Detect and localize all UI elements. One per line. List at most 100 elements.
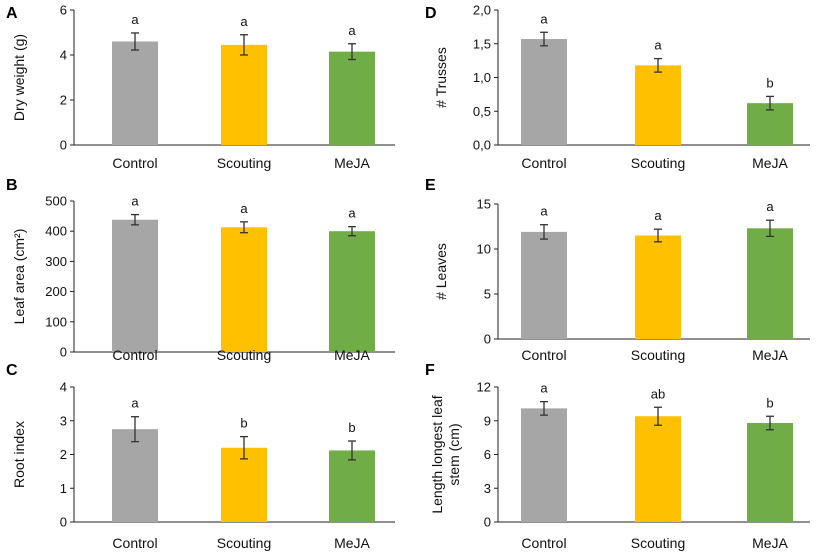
y-tick-label: 0,5 — [473, 104, 491, 119]
category-label: Scouting — [217, 155, 271, 171]
panel-label: C — [6, 362, 18, 379]
y-axis-label: Length longest leafstem (cm) — [429, 395, 462, 513]
significance-letter: a — [654, 38, 662, 53]
bar-control — [521, 408, 567, 522]
panel-label: F — [425, 362, 435, 379]
y-tick-label: 2 — [60, 447, 67, 462]
bar-meja — [329, 231, 375, 352]
y-tick-label: 1,5 — [473, 36, 491, 51]
y-tick-label: 4 — [60, 48, 67, 63]
y-tick-label: 2,0 — [473, 3, 491, 18]
panel-b: B Leaf area (cm²) 0 100 200 300 400 500 a Control… — [6, 177, 395, 363]
panel-e: E # Leaves 0 5 10 15 a Control a Scouting a MeJA — [425, 177, 810, 363]
significance-letter: a — [348, 206, 356, 221]
y-tick-label: 0 — [60, 138, 67, 153]
category-label: Control — [521, 347, 566, 363]
category-label: Scouting — [631, 347, 685, 363]
significance-letter: a — [540, 204, 548, 219]
bar-meja — [329, 450, 375, 522]
panel-label: D — [425, 5, 437, 22]
panel-a: A Dry weight (g) 0 2 4 6 a Control a Scouting a MeJ… — [6, 3, 395, 171]
significance-letter: a — [766, 199, 774, 214]
y-tick-label: 0 — [484, 515, 491, 530]
panel-label: B — [6, 177, 18, 194]
bar-control — [521, 231, 567, 339]
y-tick-label: 0 — [60, 345, 67, 360]
significance-letter: a — [540, 11, 548, 26]
category-label: Scouting — [217, 535, 271, 551]
y-tick-label: 9 — [484, 413, 491, 428]
y-tick-label: 1 — [60, 481, 67, 496]
category-label: MeJA — [752, 535, 788, 551]
y-tick-label: 4 — [60, 380, 67, 395]
bar-control — [112, 41, 158, 145]
y-tick-label: 2 — [60, 93, 67, 108]
category-label: MeJA — [334, 155, 370, 171]
bar-scouting — [635, 65, 681, 145]
category-label: Control — [112, 347, 157, 363]
significance-letter: a — [240, 14, 248, 29]
significance-letter: a — [131, 12, 139, 27]
panel-f: F Length longest leafstem (cm) 0 3 6 9 12 a Cont… — [425, 362, 810, 551]
y-tick-label: 0 — [60, 515, 67, 530]
y-tick-label: 0 — [484, 332, 491, 347]
y-tick-label: 300 — [45, 254, 67, 269]
y-axis-label: # Leaves — [433, 243, 449, 300]
category-label: MeJA — [752, 155, 788, 171]
significance-letter: b — [240, 416, 247, 431]
y-tick-label: 3 — [484, 481, 491, 496]
category-label: Scouting — [217, 347, 271, 363]
bar-control — [112, 219, 158, 352]
y-tick-label: 10 — [477, 242, 491, 257]
y-tick-label: 400 — [45, 224, 67, 239]
y-tick-label: 200 — [45, 284, 67, 299]
y-axis-label: # Trusses — [433, 47, 449, 108]
bar-scouting — [635, 416, 681, 522]
y-axis-label-line: Length longest leaf — [429, 395, 445, 513]
significance-letter: a — [540, 381, 548, 396]
significance-letter: ab — [651, 386, 665, 401]
category-label: MeJA — [334, 535, 370, 551]
category-label: Control — [112, 155, 157, 171]
category-label: Control — [521, 155, 566, 171]
panel-c: C Root index 0 1 2 3 4 a Control b Scouting b MeJA — [6, 362, 395, 551]
y-tick-label: 6 — [484, 447, 491, 462]
y-tick-label: 5 — [484, 287, 491, 302]
y-axis-label: Root index — [11, 421, 27, 488]
bar-scouting — [635, 235, 681, 339]
y-axis-label: Dry weight (g) — [11, 34, 27, 121]
significance-letter: a — [131, 396, 139, 411]
category-label: Scouting — [631, 535, 685, 551]
category-label: Scouting — [631, 155, 685, 171]
bar-scouting — [221, 44, 267, 145]
significance-letter: a — [131, 194, 139, 209]
bar-control — [521, 39, 567, 145]
significance-letter: a — [654, 208, 662, 223]
y-axis-label: Leaf area (cm²) — [11, 229, 27, 325]
y-axis-label-line: stem (cm) — [446, 423, 462, 485]
significance-letter: a — [348, 23, 356, 38]
significance-letter: b — [348, 420, 355, 435]
bar-control — [112, 429, 158, 522]
y-tick-label: 15 — [477, 197, 491, 212]
panel-d: D # Trusses 0,0 0,5 1,0 1,5 2,0 a Control a Scouti… — [425, 3, 810, 171]
category-label: MeJA — [334, 347, 370, 363]
significance-letter: a — [240, 201, 248, 216]
category-label: Control — [521, 535, 566, 551]
significance-letter: b — [766, 395, 773, 410]
bar-scouting — [221, 227, 267, 352]
y-tick-label: 3 — [60, 413, 67, 428]
panel-label: E — [425, 177, 436, 194]
category-label: Control — [112, 535, 157, 551]
y-tick-label: 500 — [45, 194, 67, 209]
y-tick-label: 6 — [60, 3, 67, 18]
y-tick-label: 1,0 — [473, 70, 491, 85]
bar-meja — [747, 228, 793, 339]
bar-meja — [329, 51, 375, 145]
category-label: MeJA — [752, 347, 788, 363]
significance-letter: b — [766, 75, 773, 90]
y-tick-label: 100 — [45, 314, 67, 329]
y-tick-label: 12 — [477, 380, 491, 395]
y-tick-label: 0,0 — [473, 138, 491, 153]
